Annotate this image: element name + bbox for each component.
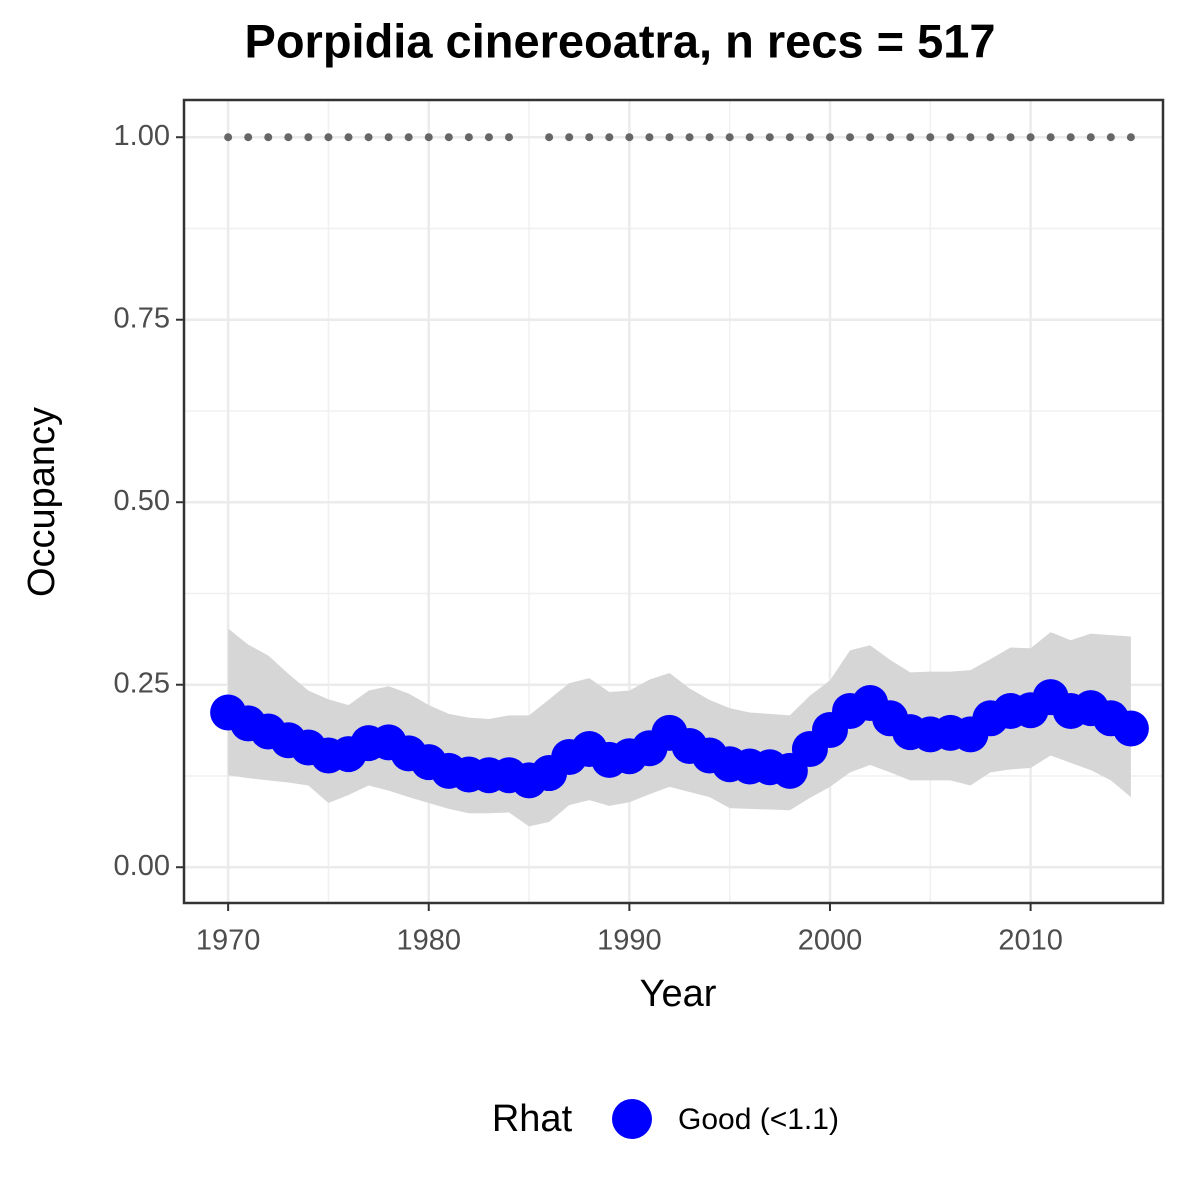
record-dot [1106,133,1115,142]
record-dot [244,133,253,142]
record-dot [1126,133,1135,142]
record-dot [886,133,895,142]
legend-key [612,1099,652,1139]
y-tick-label: 1.00 [114,120,170,152]
record-dot [825,133,834,142]
record-dot [364,133,373,142]
record-dot [344,133,353,142]
record-dot [866,133,875,142]
x-tick-label: 1970 [196,925,261,957]
record-dot [384,133,393,142]
y-tick-label: 0.50 [114,485,170,517]
x-tick-label: 1980 [396,925,461,957]
legend-label: Good (<1.1) [678,1103,839,1136]
record-dot [1006,133,1015,142]
record-dot [926,133,935,142]
record-dot [805,133,814,142]
record-dot [785,133,794,142]
record-dot [444,133,453,142]
record-dot [464,133,473,142]
record-dot [605,133,614,142]
record-dot [404,133,413,142]
record-dot [304,133,313,142]
record-dot [284,133,293,142]
record-dot [765,133,774,142]
occupancy-point [1112,710,1149,747]
record-dot [1026,133,1035,142]
record-dot [504,133,513,142]
record-dot [545,133,554,142]
record-dot [625,133,634,142]
record-dot [484,133,493,142]
x-tick-label: 2000 [798,925,863,957]
legend-title: Rhat [492,1098,573,1140]
record-dot [685,133,694,142]
record-dot [745,133,754,142]
y-tick-label: 0.00 [114,850,170,882]
y-tick-label: 0.25 [114,667,170,699]
record-dot [1046,133,1055,142]
y-tick-label: 0.75 [114,302,170,334]
record-dot [565,133,574,142]
record-dot [966,133,975,142]
record-dot [705,133,714,142]
record-dot [906,133,915,142]
record-dot [1066,133,1075,142]
record-dot [324,133,333,142]
record-dot [665,133,674,142]
record-dot [645,133,654,142]
x-tick-label: 2010 [998,925,1063,957]
x-tick-label: 1990 [597,925,662,957]
record-dot [1086,133,1095,142]
record-dot [585,133,594,142]
record-dot [224,133,233,142]
record-dot [986,133,995,142]
record-dot [846,133,855,142]
record-dot [946,133,955,142]
y-axis-label: Occupancy [21,407,63,597]
record-dot [264,133,273,142]
panel-border [182,98,1165,905]
record-dot [725,133,734,142]
record-dot [424,133,433,142]
x-axis-label: Year [640,973,717,1015]
chart-title: Porpidia cinereoatra, n recs = 517 [244,14,995,67]
